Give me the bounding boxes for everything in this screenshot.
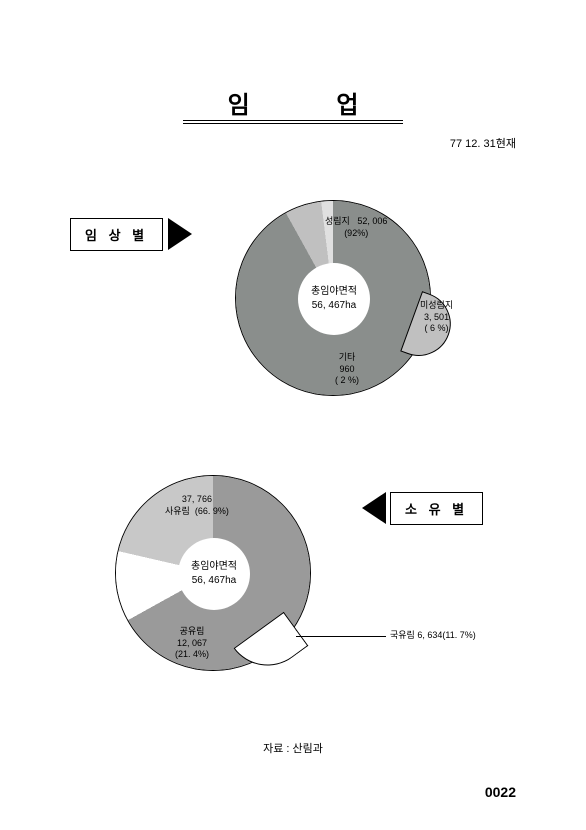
date-line: 77 12. 31현재 bbox=[450, 135, 516, 151]
chart1-slice2-name: 미성림지 bbox=[420, 300, 453, 310]
chart2-slice1-name: 사유림 bbox=[165, 506, 190, 516]
chart1-slice3-pct: ( 2 %) bbox=[335, 375, 359, 385]
chart1-slice2-label: 미성림지 3, 501 ( 6 %) bbox=[420, 300, 453, 335]
chart1-slice3-value: 960 bbox=[339, 364, 354, 374]
chart1-slice1-name: 성림지 bbox=[325, 216, 350, 226]
chart1-center-label: 총임야면적 bbox=[311, 285, 357, 299]
title-underline bbox=[183, 120, 403, 124]
chart2-slice1-pct: (66. 9%) bbox=[195, 506, 229, 516]
chart1-center: 총임야면적 56, 467ha bbox=[298, 263, 370, 335]
chart2-slice3-value: 12, 067 bbox=[177, 638, 207, 648]
chart1-slice1-label: 성림지 52, 006 (92%) bbox=[325, 216, 387, 239]
chart2-center-label: 총임야면적 bbox=[191, 560, 237, 574]
chart1-section-label: 임 상 별 bbox=[70, 218, 163, 251]
chart2-callout: 국유림 6, 634(11. 7%) bbox=[390, 630, 476, 642]
chart2-slice3-pct: (21. 4%) bbox=[175, 649, 209, 659]
chart1-slice2-value: 3, 501 bbox=[424, 312, 449, 322]
chart2-center-value: 56, 467ha bbox=[192, 574, 237, 588]
chart2-center: 총임야면적 56, 467ha bbox=[178, 538, 250, 610]
source-line: 자료 : 산림과 bbox=[263, 740, 323, 756]
chart2-slice1-label: 37, 766 사유림 (66. 9%) bbox=[165, 494, 229, 517]
chart2-slice1-value: 37, 766 bbox=[182, 494, 212, 506]
callout-line bbox=[296, 636, 386, 637]
chart2-section-label: 소 유 별 bbox=[390, 492, 483, 525]
chart1-slice3-name: 기타 bbox=[339, 352, 356, 362]
chart1-arrow bbox=[168, 218, 192, 250]
page-number: 0022 bbox=[485, 784, 516, 800]
chart1-slice1-pct: (92%) bbox=[344, 228, 368, 238]
chart2-slice3-label: 공유림 12, 067 (21. 4%) bbox=[175, 626, 209, 661]
chart2-slice3-name: 공유림 bbox=[180, 626, 205, 636]
chart2-arrow bbox=[362, 492, 386, 524]
chart1-slice1-value: 52, 006 bbox=[357, 216, 387, 226]
page-title: 임 업 bbox=[188, 85, 399, 120]
chart1-slice3-label: 기타 960 ( 2 %) bbox=[335, 352, 359, 387]
chart1-slice2-pct: ( 6 %) bbox=[425, 323, 449, 333]
chart1-center-value: 56, 467ha bbox=[312, 299, 357, 313]
